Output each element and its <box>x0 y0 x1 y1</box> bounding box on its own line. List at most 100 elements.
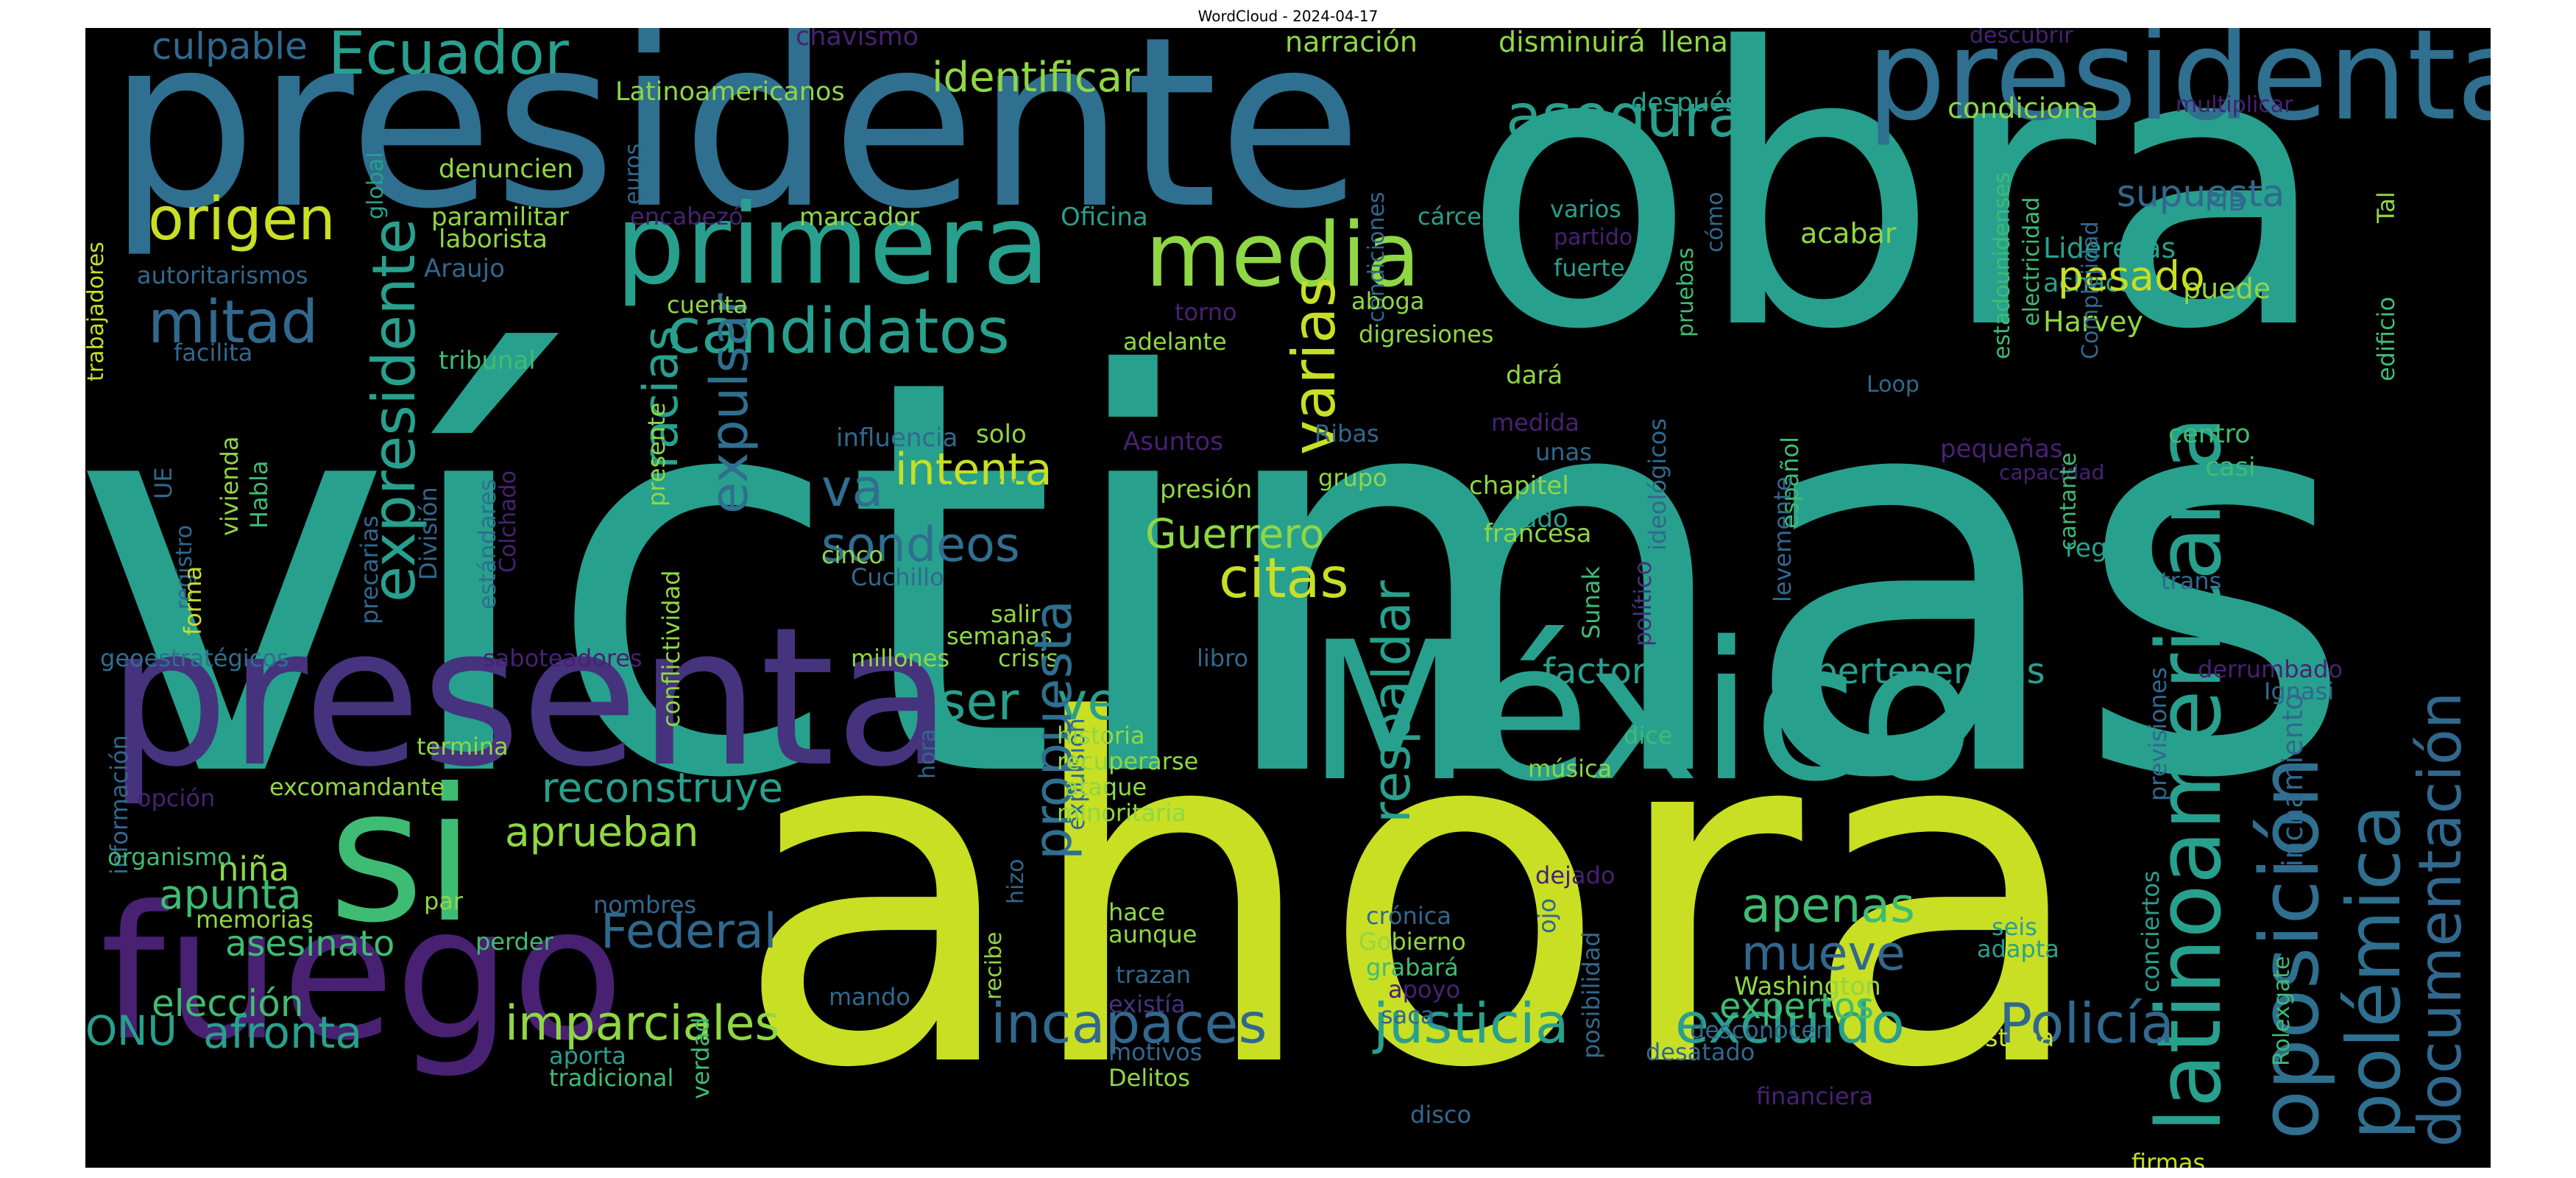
cloud-word: media <box>1145 205 1420 307</box>
cloud-word: recibe <box>981 931 1007 1000</box>
cloud-word: capacidad <box>1999 460 2105 484</box>
cloud-word: niña <box>218 850 290 889</box>
cloud-word: si <box>328 749 475 963</box>
cloud-word: PIB <box>2205 188 2246 217</box>
cloud-word: respaldar <box>1362 580 1422 823</box>
cloud-word: cárcel <box>1418 202 1488 230</box>
cloud-word: Rolexgate <box>2269 956 2295 1066</box>
cloud-word: precarias <box>355 515 383 624</box>
cloud-word: desconocen <box>1690 1016 1831 1044</box>
cloud-word: motivos <box>1108 1038 1203 1066</box>
cloud-word: Guerrero <box>1145 510 1325 557</box>
cloud-word: geoestratégicos <box>100 644 289 672</box>
cloud-word: saca <box>1381 1001 1435 1029</box>
cloud-word: Sunak <box>1577 565 1605 639</box>
cloud-word: Policía <box>1999 991 2175 1056</box>
cloud-word: termina <box>417 733 509 761</box>
cloud-word: puede <box>2183 272 2271 305</box>
cloud-word: semanas <box>946 622 1052 650</box>
cloud-word: justicia <box>1373 991 1569 1056</box>
cloud-word: UE <box>149 467 177 499</box>
cloud-word: pruebas <box>1673 247 1699 337</box>
cloud-word: ideológicos <box>1643 418 1671 551</box>
cloud-word: acabar <box>1800 217 1897 250</box>
cloud-word: candidatos <box>667 295 1010 368</box>
cloud-word: cuenta <box>667 291 748 319</box>
cloud-word: asegura <box>1506 82 1744 150</box>
cloud-word: imparciales <box>505 996 780 1051</box>
cloud-word: presidenta <box>1866 28 2491 149</box>
cloud-word: reconstruye <box>542 764 784 811</box>
cloud-word: laborista <box>439 225 548 254</box>
cloud-word: Alta <box>269 615 316 643</box>
cloud-word: Lideresas <box>2043 232 2176 264</box>
cloud-word: saboteadores <box>483 644 643 672</box>
cloud-word: firmas <box>2131 1149 2206 1168</box>
cloud-word: afronta <box>203 1007 363 1059</box>
cloud-word: intenta <box>895 444 1052 495</box>
cloud-word: chavismo <box>796 28 919 52</box>
cloud-word: aboga <box>1351 287 1425 315</box>
cloud-word: aporta <box>549 1042 626 1070</box>
cloud-word: origen <box>148 185 336 253</box>
cloud-word: Complejidad <box>2078 221 2103 360</box>
cloud-word: forma <box>179 565 207 635</box>
cloud-word: derrumbado <box>2198 655 2343 683</box>
cloud-word: global <box>363 152 389 220</box>
cloud-word: apenas <box>1741 878 1915 934</box>
cloud-word: Federal <box>601 904 777 959</box>
cloud-word: Ignasi <box>2264 677 2335 705</box>
cloud-word: factores <box>1543 651 1686 692</box>
cloud-word: apunta <box>159 871 302 918</box>
cloud-word: presente <box>643 402 670 507</box>
cloud-word: mueve <box>1741 926 1906 981</box>
cloud-word: par <box>424 887 464 915</box>
cloud-word: unas <box>1535 438 1592 466</box>
cloud-word: crónica <box>1366 902 1451 930</box>
cloud-word: varios <box>1550 195 1621 223</box>
cloud-word: narración <box>1285 28 1418 58</box>
cloud-word: identificar <box>932 54 1139 102</box>
cloud-word: cinco <box>821 541 883 569</box>
cloud-word: ahora <box>733 622 2091 1168</box>
cloud-word: documentación <box>2406 691 2474 1147</box>
cloud-word: trabajadores <box>85 241 109 381</box>
cloud-word: disminuirá <box>1498 28 1646 58</box>
cloud-word: Latinoamericanos <box>615 77 845 107</box>
cloud-word: perder <box>475 928 553 956</box>
cloud-word: fuego <box>100 867 624 1081</box>
cloud-word: presión <box>1160 475 1253 504</box>
cloud-word: historia <box>1057 722 1145 750</box>
cloud-word: música <box>1528 755 1613 783</box>
cloud-word: polémica <box>2331 804 2417 1140</box>
cloud-word: francesa <box>1484 519 1592 549</box>
cloud-word: hace <box>1108 898 1166 926</box>
cloud-word: Ecuador <box>328 28 569 88</box>
cloud-word: sondeos <box>821 518 1020 573</box>
cloud-word: centro <box>2168 420 2251 449</box>
cloud-word: vivienda <box>216 436 244 536</box>
cloud-word: primera <box>615 181 1050 309</box>
cloud-word: existía <box>1108 990 1186 1018</box>
cloud-word: Cuchillo <box>851 563 944 591</box>
cloud-word: va <box>821 458 884 518</box>
cloud-word: conflictividad <box>657 570 685 727</box>
cloud-word: recuperarse <box>1057 747 1199 775</box>
cloud-word: estima <box>1970 1023 2055 1053</box>
cloud-word: División <box>414 487 442 580</box>
cloud-word: citas <box>1219 546 1349 610</box>
cloud-word: aprueban <box>505 808 699 856</box>
cloud-word: estadounidenses <box>1989 172 2015 359</box>
cloud-word: levemente <box>1769 476 1797 602</box>
cloud-word: expulsar <box>699 293 760 514</box>
cloud-word: expertos <box>1719 986 1875 1027</box>
cloud-word: apoyo <box>1388 976 1461 1004</box>
cloud-word: achaca <box>2043 269 2136 298</box>
cloud-word: hora <box>915 728 941 779</box>
cloud-word: pesado <box>2058 253 2205 300</box>
cloud-word: condiciona <box>1947 92 2098 124</box>
cloud-word: cómo <box>1702 191 1728 253</box>
cloud-word: grabará <box>1366 953 1459 981</box>
cloud-word: financiera <box>1756 1082 1874 1110</box>
cloud-word: México <box>1307 602 1975 824</box>
